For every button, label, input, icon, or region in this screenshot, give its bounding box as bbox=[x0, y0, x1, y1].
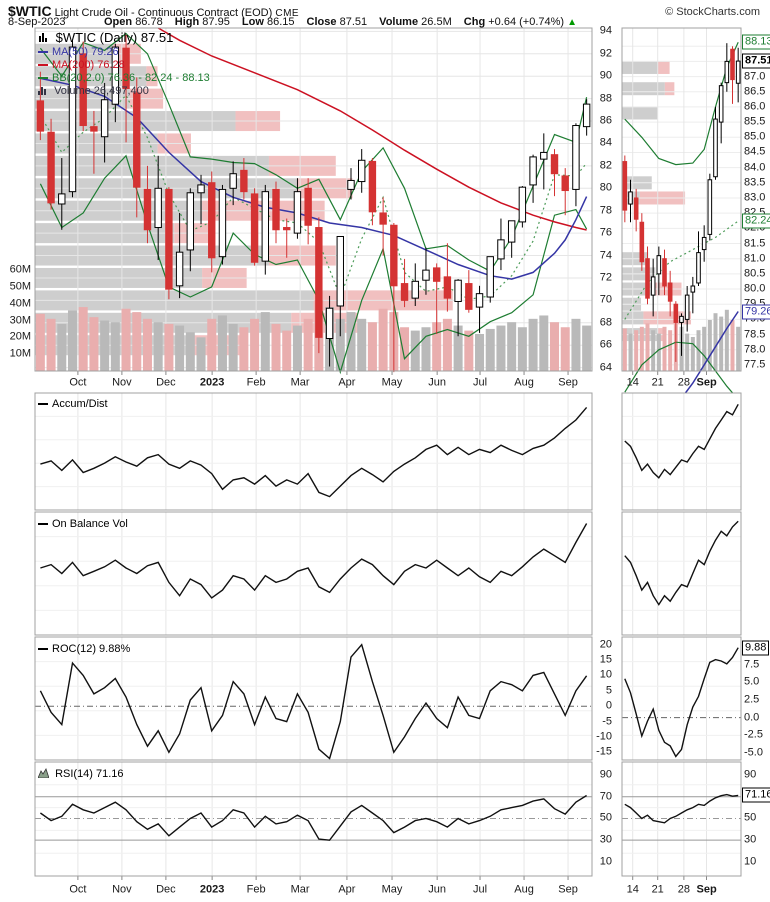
chart-header: $WTIC Light Crude Oil - Continuous Contr… bbox=[8, 3, 299, 19]
volume-value: 26.5M bbox=[421, 16, 452, 28]
quote-date: 8-Sep-2023 bbox=[8, 16, 66, 28]
obv-label: On Balance Vol bbox=[38, 518, 128, 531]
bb-swatch-icon bbox=[38, 77, 48, 80]
price-legend: $WTIC (Daily) 87.51 MA(50) 79.26 MA(200)… bbox=[38, 30, 210, 99]
symbol: $WTIC bbox=[8, 3, 52, 19]
accumdist-swatch-icon bbox=[38, 403, 48, 406]
roc-label: ROC(12) 9.88% bbox=[38, 643, 130, 656]
chg-label: Chg bbox=[463, 16, 486, 28]
exchange: CME bbox=[275, 8, 300, 19]
high-value: 87.95 bbox=[202, 16, 230, 28]
legend-symbol-row: $WTIC (Daily) 87.51 bbox=[38, 30, 210, 46]
rsi-area-icon bbox=[37, 768, 50, 782]
instrument-name: Light Crude Oil - Continuous Contract (E… bbox=[54, 7, 273, 19]
obv-swatch-icon bbox=[38, 523, 48, 526]
legend-volume: Volume 26,497,400 bbox=[38, 85, 210, 99]
open-label: Open bbox=[104, 16, 133, 28]
legend-ma200: MA(200) 76.28 bbox=[38, 59, 210, 72]
high-label: High bbox=[174, 16, 200, 28]
ma50-swatch-icon bbox=[38, 51, 48, 54]
legend-symbol-text: $WTIC (Daily) 87.51 bbox=[55, 30, 174, 45]
ma200-swatch-icon bbox=[38, 64, 48, 67]
close-label: Close bbox=[306, 16, 337, 28]
sharpchart-icon bbox=[38, 31, 49, 46]
stockcharts-copyright: © StockCharts.com bbox=[665, 6, 760, 18]
close-value: 87.51 bbox=[339, 16, 368, 28]
rsi-label: RSI(14) 71.16 bbox=[37, 768, 124, 782]
quote-stats: Open 86.78 High 87.95 Low 86.15 Close 87… bbox=[95, 16, 577, 28]
roc-swatch-icon bbox=[38, 648, 48, 651]
chg-up-arrow-icon: ▲ bbox=[567, 17, 578, 28]
legend-bb: BB(20,2.0) 76.36 - 82.24 - 88.13 bbox=[38, 72, 210, 85]
low-value: 86.15 bbox=[266, 16, 295, 28]
accumdist-label: Accum/Dist bbox=[38, 398, 108, 411]
open-value: 86.78 bbox=[135, 16, 163, 28]
chg-value: +0.64 (+0.74%) bbox=[488, 16, 565, 28]
volume-bars-icon bbox=[38, 85, 48, 99]
legend-ma50: MA(50) 79.26 bbox=[38, 46, 210, 59]
low-label: Low bbox=[241, 16, 264, 28]
volume-label: Volume bbox=[379, 16, 419, 28]
quote-line: 8-Sep-2023 Open 86.78 High 87.95 Low 86.… bbox=[8, 16, 577, 28]
